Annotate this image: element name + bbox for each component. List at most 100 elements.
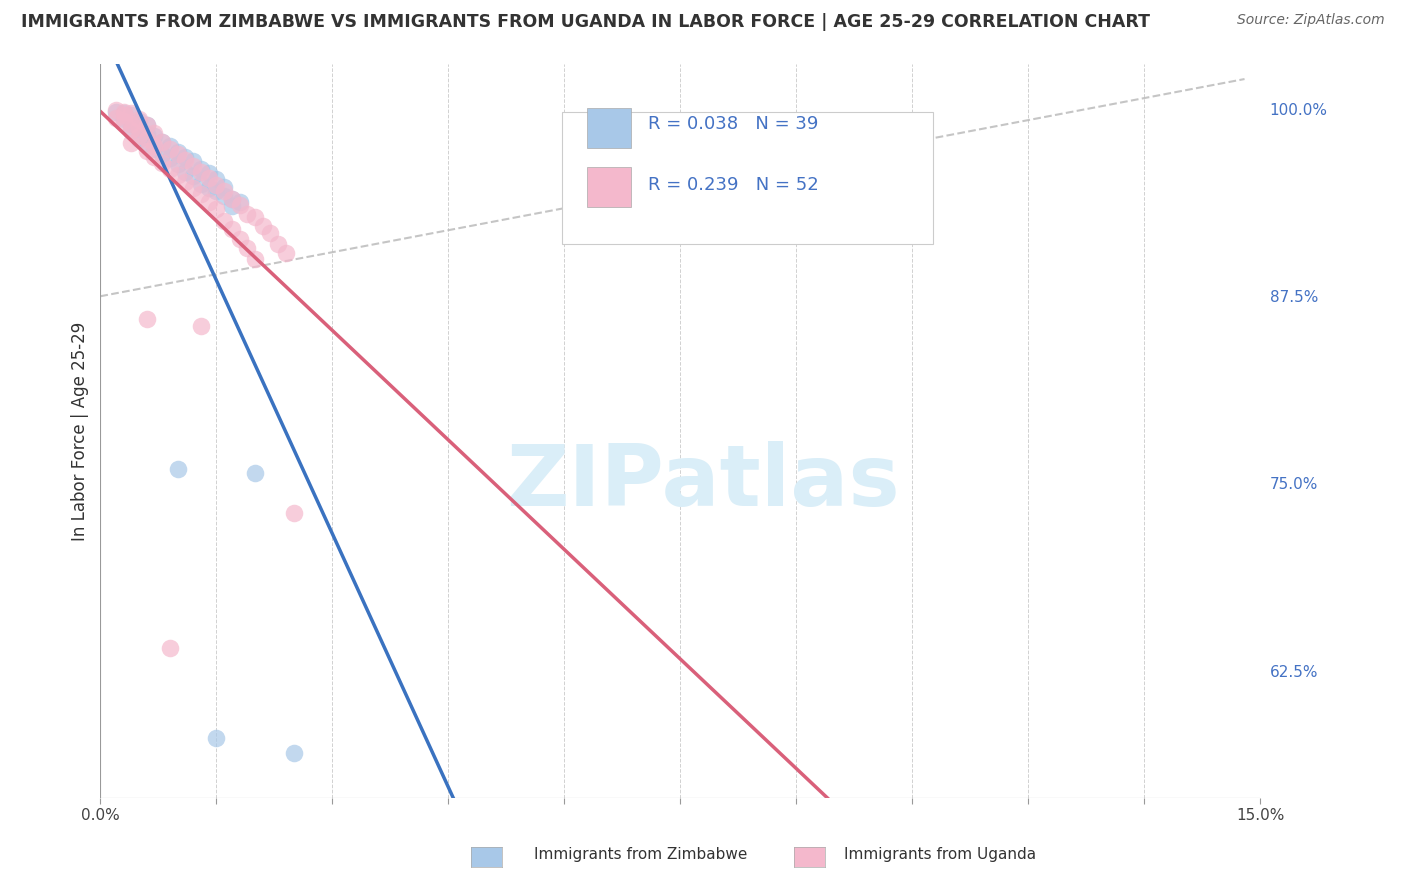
- Point: [112, 105, 135, 120]
- Point: [120, 117, 142, 131]
- Point: [143, 139, 166, 153]
- FancyBboxPatch shape: [562, 112, 934, 244]
- Point: [181, 169, 204, 184]
- Point: [166, 147, 188, 161]
- Point: [228, 232, 250, 246]
- Point: [197, 166, 219, 180]
- Text: Immigrants from Zimbabwe: Immigrants from Zimbabwe: [534, 847, 748, 862]
- Text: ZIPatlas: ZIPatlas: [506, 441, 900, 524]
- Point: [197, 194, 219, 209]
- Point: [174, 150, 197, 164]
- Point: [128, 112, 150, 127]
- Point: [143, 126, 166, 140]
- Point: [143, 150, 166, 164]
- Point: [143, 128, 166, 143]
- Point: [181, 181, 204, 195]
- Point: [166, 145, 188, 160]
- Point: [128, 114, 150, 128]
- Point: [212, 189, 235, 203]
- Point: [128, 132, 150, 146]
- Point: [174, 165, 197, 179]
- Point: [236, 207, 259, 221]
- Point: [120, 136, 142, 151]
- Point: [112, 112, 135, 127]
- Point: [135, 311, 157, 326]
- Point: [120, 108, 142, 122]
- Point: [221, 192, 243, 206]
- Point: [120, 106, 142, 120]
- Point: [190, 319, 212, 334]
- Point: [228, 198, 250, 212]
- Point: [243, 466, 266, 480]
- Point: [135, 132, 157, 146]
- Point: [267, 236, 290, 251]
- Point: [112, 106, 135, 120]
- Point: [236, 241, 259, 255]
- Point: [112, 114, 135, 128]
- Point: [212, 180, 235, 194]
- Point: [159, 641, 181, 656]
- Point: [143, 143, 166, 157]
- Point: [181, 154, 204, 169]
- Point: [212, 185, 235, 199]
- Point: [135, 128, 157, 142]
- Point: [243, 252, 266, 266]
- Point: [174, 175, 197, 189]
- Point: [174, 153, 197, 167]
- Point: [205, 202, 228, 217]
- Point: [274, 245, 297, 260]
- Point: [221, 222, 243, 236]
- Point: [135, 136, 157, 151]
- Point: [197, 181, 219, 195]
- Point: [205, 172, 228, 186]
- Point: [166, 168, 188, 182]
- Point: [159, 143, 181, 157]
- Point: [181, 159, 204, 173]
- Point: [135, 119, 157, 133]
- Point: [128, 121, 150, 136]
- Point: [221, 199, 243, 213]
- Point: [166, 157, 188, 171]
- Point: [150, 147, 173, 161]
- Point: [283, 507, 305, 521]
- Point: [135, 119, 157, 133]
- Point: [252, 219, 274, 233]
- Text: R = 0.038   N = 39: R = 0.038 N = 39: [648, 115, 818, 133]
- Point: [159, 152, 181, 166]
- Text: R = 0.239   N = 52: R = 0.239 N = 52: [648, 177, 818, 194]
- Point: [128, 128, 150, 143]
- Point: [128, 121, 150, 136]
- Point: [104, 105, 127, 120]
- Text: Source: ZipAtlas.com: Source: ZipAtlas.com: [1237, 13, 1385, 28]
- Y-axis label: In Labor Force | Age 25-29: In Labor Force | Age 25-29: [72, 321, 89, 541]
- Point: [120, 123, 142, 137]
- Point: [228, 194, 250, 209]
- FancyBboxPatch shape: [588, 108, 631, 148]
- Point: [205, 731, 228, 746]
- Point: [212, 214, 235, 228]
- Point: [190, 177, 212, 191]
- Point: [150, 135, 173, 149]
- Point: [135, 144, 157, 158]
- Text: IMMIGRANTS FROM ZIMBABWE VS IMMIGRANTS FROM UGANDA IN LABOR FORCE | AGE 25-29 CO: IMMIGRANTS FROM ZIMBABWE VS IMMIGRANTS F…: [21, 13, 1150, 31]
- Point: [159, 139, 181, 153]
- Point: [259, 227, 281, 241]
- FancyBboxPatch shape: [588, 167, 631, 207]
- Text: Immigrants from Uganda: Immigrants from Uganda: [844, 847, 1036, 862]
- Point: [243, 210, 266, 224]
- Point: [283, 746, 305, 760]
- Point: [150, 156, 173, 170]
- Point: [190, 187, 212, 202]
- Point: [159, 161, 181, 176]
- Point: [112, 108, 135, 122]
- Point: [205, 185, 228, 199]
- Point: [120, 124, 142, 138]
- Point: [120, 117, 142, 131]
- Point: [190, 161, 212, 176]
- Point: [205, 178, 228, 193]
- Point: [197, 170, 219, 185]
- Point: [150, 135, 173, 149]
- Point: [221, 192, 243, 206]
- Point: [104, 103, 127, 118]
- Point: [166, 461, 188, 475]
